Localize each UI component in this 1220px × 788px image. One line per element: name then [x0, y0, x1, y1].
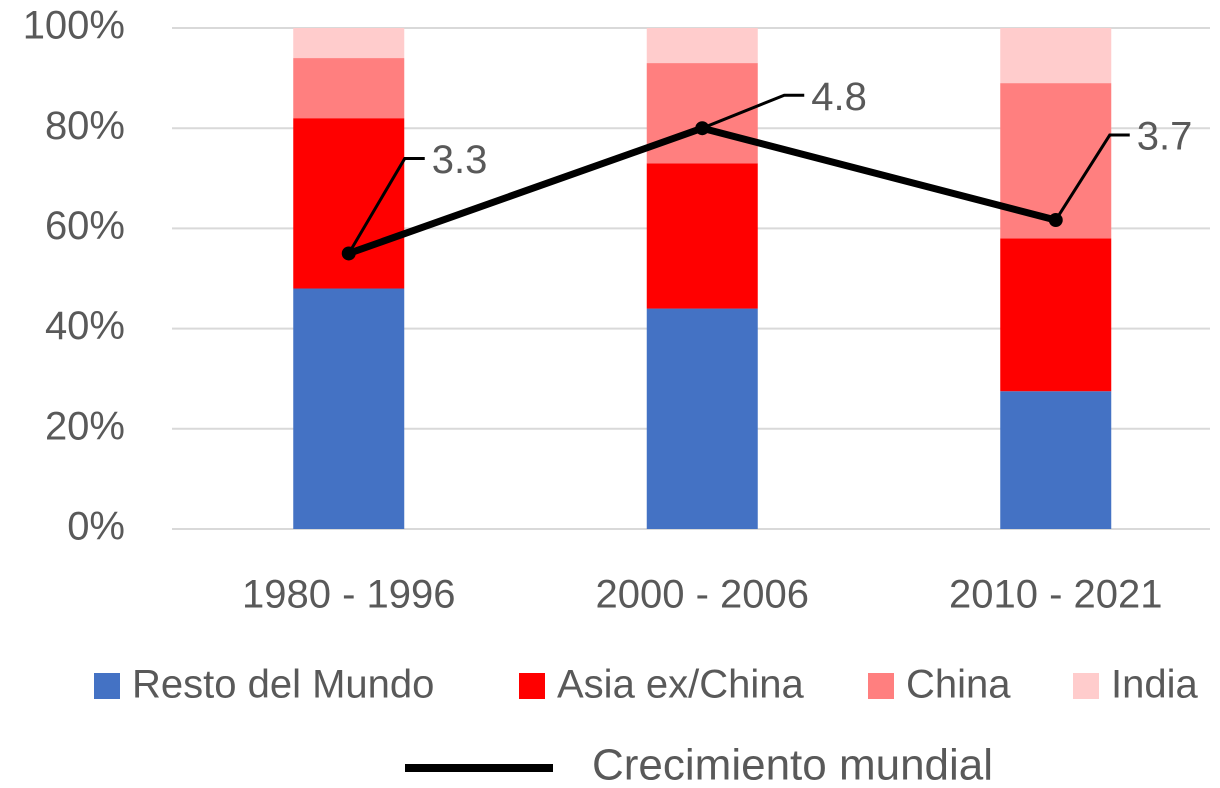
legend-swatch [1073, 673, 1099, 699]
label-leader [1054, 133, 1130, 221]
y-tick-label: 20% [45, 404, 125, 448]
legend-label: China [906, 663, 1011, 707]
x-tick-label: 2010 - 2021 [949, 573, 1163, 617]
line-marker [341, 246, 356, 261]
bar-segment [293, 118, 405, 289]
bar-segment [1000, 28, 1112, 84]
y-tick-label: 60% [45, 204, 125, 248]
bar-segment [293, 28, 405, 59]
data-label: 3.3 [432, 138, 488, 182]
data-label: 3.7 [1137, 115, 1193, 159]
y-tick-label: 40% [45, 304, 125, 348]
bar-segment [646, 308, 758, 529]
y-tick-label: 80% [45, 104, 125, 148]
x-tick-label: 2000 - 2006 [595, 573, 809, 617]
bar-segment [293, 58, 405, 119]
legend-label: Asia ex/China [557, 663, 805, 707]
x-tick-label: 1980 - 1996 [242, 573, 456, 617]
bar-segment [646, 28, 758, 64]
label-leader [347, 156, 425, 255]
legend-swatch [868, 673, 894, 699]
legend-label: Resto del Mundo [132, 663, 434, 707]
y-tick-label: 0% [67, 505, 125, 549]
data-label: 4.8 [811, 75, 867, 119]
legend-swatch [94, 673, 120, 699]
y-tick-label: 100% [23, 4, 125, 48]
label-leader [701, 93, 805, 130]
bar-segment [646, 163, 758, 309]
legend-label: India [1111, 663, 1198, 707]
bar-segment [1000, 238, 1112, 392]
bar-segment [293, 288, 405, 529]
bar-segment [1000, 391, 1112, 529]
legend-label: Crecimiento mundial [592, 741, 993, 788]
legend-swatch [519, 673, 545, 699]
